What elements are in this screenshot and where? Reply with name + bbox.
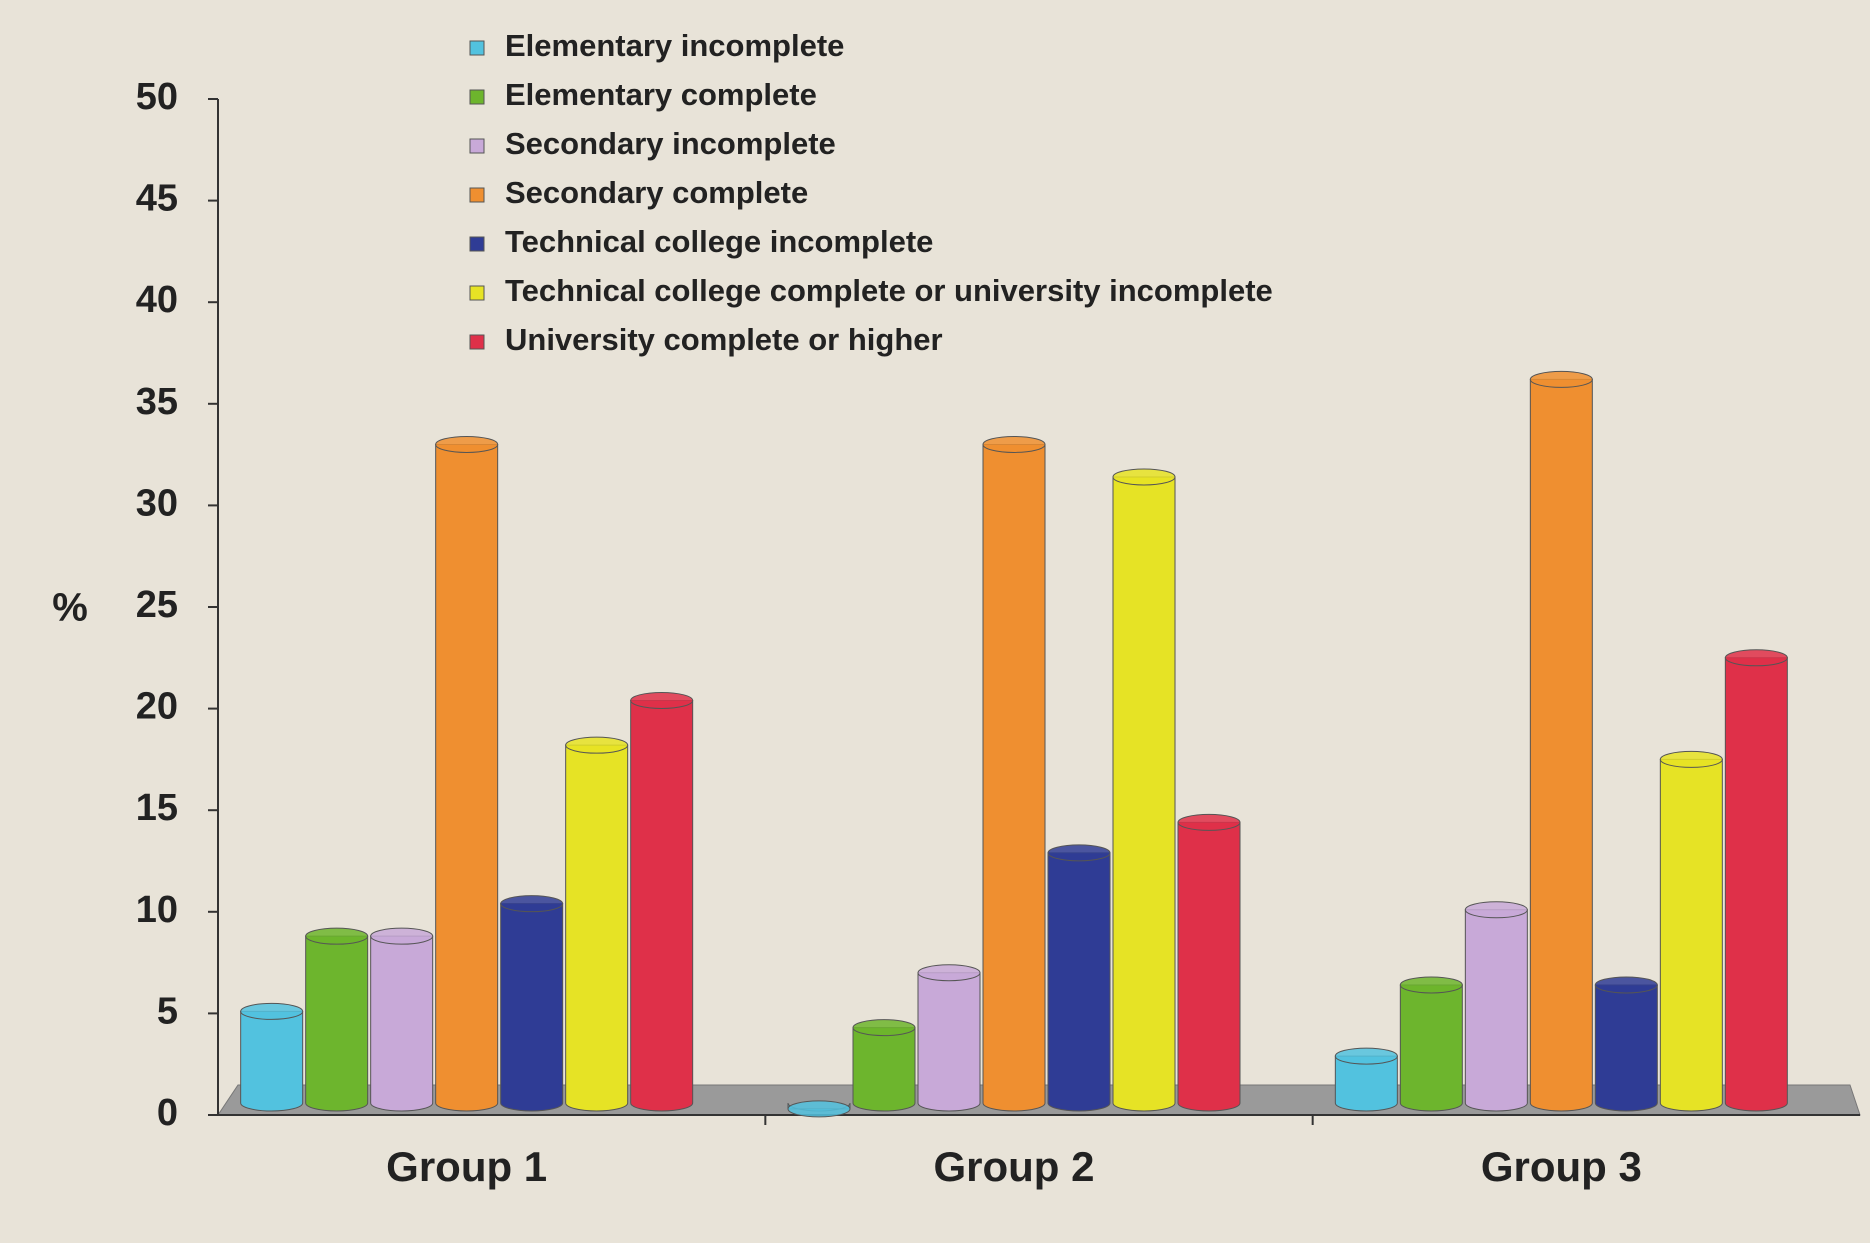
legend-swatch (469, 236, 485, 252)
bar (565, 744, 629, 1112)
bar (1112, 476, 1176, 1112)
bar-top (1659, 750, 1723, 768)
bar (500, 903, 564, 1112)
bar (1529, 378, 1593, 1112)
legend-swatch (469, 187, 485, 203)
bar (1724, 657, 1788, 1112)
bar-top (565, 736, 629, 754)
bar (917, 972, 981, 1112)
bar-top (1334, 1047, 1398, 1065)
legend-label: Technical college complete or university… (505, 273, 1273, 308)
bar-top (1047, 844, 1111, 862)
legend-swatch (469, 334, 485, 350)
bar-top (435, 435, 499, 453)
legend-label: Technical college incomplete (505, 224, 933, 259)
bar (305, 935, 369, 1112)
bar (1659, 758, 1723, 1112)
bar (435, 443, 499, 1112)
bar-top (500, 895, 564, 913)
bar (852, 1027, 916, 1112)
bar-top (630, 691, 694, 709)
y-tick-label: 30 (136, 482, 178, 524)
bar-top (917, 964, 981, 982)
x-tick-label: Group 1 (386, 1143, 547, 1190)
bar (1464, 909, 1528, 1112)
legend-swatch (469, 138, 485, 154)
y-tick-label: 20 (136, 686, 178, 728)
legend-label: Secondary incomplete (505, 126, 836, 161)
bar-top (1399, 976, 1463, 994)
bar (1334, 1055, 1398, 1112)
bar-top (370, 927, 434, 945)
y-tick-label: 40 (136, 279, 178, 321)
legend-swatch (469, 285, 485, 301)
y-tick-label: 10 (136, 889, 178, 931)
bar (630, 699, 694, 1112)
y-tick-label: 45 (136, 178, 178, 220)
legend-label: Elementary complete (505, 77, 817, 112)
y-tick-label: 15 (136, 787, 178, 829)
bar-top (1594, 976, 1658, 994)
bar-top (305, 927, 369, 945)
y-tick-label: 35 (136, 381, 178, 423)
bar-top (1464, 901, 1528, 919)
bar (1047, 852, 1111, 1112)
bar (240, 1010, 304, 1112)
bar-top (852, 1019, 916, 1037)
y-tick-label: 25 (136, 584, 178, 626)
bar-top (1112, 468, 1176, 486)
bar-top (1177, 813, 1241, 831)
y-tick-label: 0 (157, 1092, 178, 1134)
legend-label: Elementary incomplete (505, 28, 844, 63)
legend-label: Secondary complete (505, 175, 808, 210)
bar-top (982, 435, 1046, 453)
bar (982, 443, 1046, 1112)
bar-top (1529, 370, 1593, 388)
x-tick-label: Group 2 (933, 1143, 1094, 1190)
bar (1594, 984, 1658, 1112)
bar-top (240, 1002, 304, 1020)
y-tick-label: 5 (157, 990, 178, 1032)
bar (370, 935, 434, 1112)
legend-swatch (469, 89, 485, 105)
legend-swatch (469, 40, 485, 56)
bar (1177, 821, 1241, 1112)
legend-label: University complete or higher (505, 322, 943, 357)
bar (1399, 984, 1463, 1112)
y-axis-label: % (52, 586, 88, 630)
y-tick-label: 50 (136, 76, 178, 118)
x-tick-label: Group 3 (1481, 1143, 1642, 1190)
bar-top (787, 1100, 851, 1118)
bar-top (1724, 649, 1788, 667)
